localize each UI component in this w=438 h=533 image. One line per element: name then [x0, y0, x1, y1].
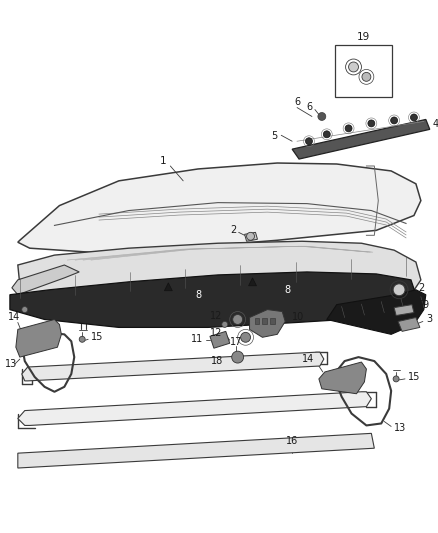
Circle shape [22, 306, 28, 312]
Text: 13: 13 [394, 423, 406, 433]
Polygon shape [394, 305, 414, 316]
Circle shape [393, 284, 405, 296]
Polygon shape [319, 362, 367, 394]
Circle shape [323, 131, 330, 138]
Text: 11: 11 [191, 334, 203, 344]
Text: 13: 13 [5, 359, 17, 369]
Polygon shape [18, 163, 421, 252]
Polygon shape [327, 290, 426, 334]
Polygon shape [16, 319, 61, 357]
Polygon shape [250, 310, 285, 337]
Text: 1: 1 [160, 156, 167, 166]
Polygon shape [22, 352, 324, 381]
Text: 2: 2 [418, 283, 424, 293]
Polygon shape [164, 283, 172, 291]
Bar [254, 319, 259, 325]
Polygon shape [18, 241, 421, 322]
Circle shape [305, 138, 312, 144]
Text: 10: 10 [292, 312, 304, 322]
Circle shape [79, 336, 85, 342]
Circle shape [362, 72, 371, 82]
Text: 7: 7 [418, 300, 424, 310]
Text: 15: 15 [91, 332, 103, 342]
Text: 14: 14 [302, 354, 314, 364]
Text: 8: 8 [195, 290, 201, 300]
Text: 8: 8 [284, 285, 290, 295]
Text: 2: 2 [230, 225, 237, 236]
Polygon shape [248, 278, 257, 286]
Circle shape [240, 333, 251, 342]
Circle shape [345, 125, 352, 132]
Text: 18: 18 [211, 356, 223, 366]
Text: 6: 6 [294, 96, 300, 107]
Text: 4: 4 [433, 119, 438, 130]
Bar [262, 319, 267, 325]
Polygon shape [292, 119, 430, 159]
Bar [270, 319, 276, 325]
Polygon shape [12, 265, 79, 295]
Polygon shape [10, 272, 416, 327]
Circle shape [391, 117, 398, 124]
Text: 6: 6 [307, 102, 313, 111]
Polygon shape [398, 318, 420, 332]
Polygon shape [244, 232, 258, 241]
Text: 17: 17 [230, 337, 242, 348]
Circle shape [233, 314, 243, 325]
Text: 3: 3 [426, 314, 432, 325]
Circle shape [410, 114, 417, 121]
Text: 12: 12 [210, 328, 223, 338]
Circle shape [232, 351, 244, 363]
Circle shape [222, 321, 228, 327]
Text: 5: 5 [271, 131, 277, 141]
Circle shape [349, 62, 358, 72]
Circle shape [247, 232, 254, 240]
Text: 12: 12 [210, 311, 223, 320]
Polygon shape [210, 332, 230, 348]
Text: 19: 19 [357, 33, 370, 42]
Text: 14: 14 [8, 312, 20, 322]
Text: 9: 9 [423, 300, 429, 310]
Text: 15: 15 [408, 372, 420, 382]
Bar [335, 45, 392, 96]
Circle shape [393, 376, 399, 382]
Polygon shape [18, 392, 371, 425]
Polygon shape [18, 433, 374, 468]
Circle shape [368, 120, 375, 127]
Circle shape [318, 112, 326, 120]
Text: 16: 16 [286, 437, 298, 446]
